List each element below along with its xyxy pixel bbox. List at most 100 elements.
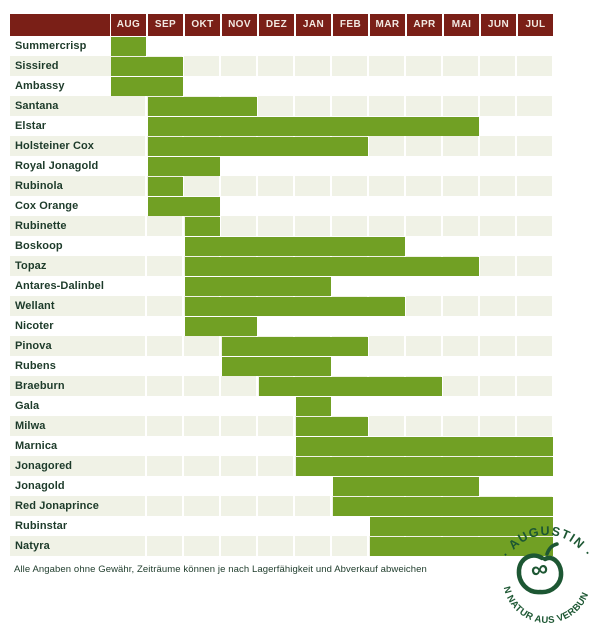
- table-row: Royal Jonagold: [10, 156, 554, 176]
- availability-bar: [148, 156, 220, 176]
- table-row: Sissired: [10, 56, 554, 76]
- table-row: Elstar: [10, 116, 554, 136]
- month-header: NOV: [222, 14, 257, 36]
- table-row: Holsteiner Cox: [10, 136, 554, 156]
- availability-bar: [185, 316, 257, 336]
- table-row: Pinova: [10, 336, 554, 356]
- availability-bar: [148, 176, 183, 196]
- month-gridlines: [110, 216, 554, 236]
- availability-bar: [185, 276, 331, 296]
- table-row: Marnica: [10, 436, 554, 456]
- variety-label: Rubinstar: [15, 520, 68, 532]
- table-row: Rubinstar: [10, 516, 554, 536]
- variety-label: Topaz: [15, 260, 47, 272]
- variety-label: Antares-Dalinbel: [15, 280, 105, 292]
- header-corner: [10, 14, 110, 36]
- variety-label: Milwa: [15, 420, 46, 432]
- table-row: Rubens: [10, 356, 554, 376]
- table-row: Jonagold: [10, 476, 554, 496]
- availability-bar: [111, 76, 183, 96]
- variety-label: Rubinola: [15, 180, 63, 192]
- availability-bar: [185, 296, 405, 316]
- variety-label: Red Jonaprince: [15, 500, 99, 512]
- availability-bar: [296, 396, 331, 416]
- table-row: Boskoop: [10, 236, 554, 256]
- availability-bar: [370, 516, 553, 536]
- variety-label: Elstar: [15, 120, 47, 132]
- month-header: JUL: [518, 14, 553, 36]
- augustin-logo: · AUGUSTIN · VON NATUR AUS VERBUNDEN ∞: [492, 524, 594, 626]
- availability-bar: [333, 496, 553, 516]
- table-row: Natyra: [10, 536, 554, 556]
- availability-bar: [222, 336, 368, 356]
- variety-label: Jonagored: [15, 460, 73, 472]
- month-header: APR: [407, 14, 442, 36]
- availability-bar: [148, 96, 257, 116]
- svg-text:∞: ∞: [528, 555, 550, 585]
- availability-bar: [370, 536, 553, 556]
- month-gridlines: [110, 56, 554, 76]
- variety-label: Rubens: [15, 360, 56, 372]
- availability-bar: [185, 256, 479, 276]
- variety-label: Wellant: [15, 300, 55, 312]
- month-header: DEZ: [259, 14, 294, 36]
- table-row: Wellant: [10, 296, 554, 316]
- availability-bar: [148, 196, 220, 216]
- table-row: Summercrisp: [10, 36, 554, 56]
- variety-label: Nicoter: [15, 320, 54, 332]
- variety-label: Cox Orange: [15, 200, 79, 212]
- table-row: Santana: [10, 96, 554, 116]
- disclaimer-text: Alle Angaben ohne Gewähr, Zeiträume könn…: [14, 564, 427, 575]
- availability-bar: [111, 56, 183, 76]
- month-header: OKT: [185, 14, 220, 36]
- variety-label: Rubinette: [15, 220, 67, 232]
- availability-bar: [333, 476, 479, 496]
- availability-bar: [296, 456, 553, 476]
- variety-label: Marnica: [15, 440, 58, 452]
- table-row: Topaz: [10, 256, 554, 276]
- month-header: SEP: [148, 14, 183, 36]
- variety-label: Sissired: [15, 60, 59, 72]
- availability-bar: [148, 136, 368, 156]
- month-header: FEB: [333, 14, 368, 36]
- month-header: JUN: [481, 14, 516, 36]
- availability-bar: [185, 216, 220, 236]
- table-row: Rubinette: [10, 216, 554, 236]
- variety-label: Ambassy: [15, 80, 65, 92]
- availability-bar: [296, 416, 368, 436]
- availability-bar: [296, 436, 553, 456]
- month-header-row: AUG SEP OKT NOV DEZ JAN FEB MAR APR MAI …: [10, 14, 554, 36]
- table-row: Ambassy: [10, 76, 554, 96]
- month-header: AUG: [111, 14, 146, 36]
- variety-label: Gala: [15, 400, 40, 412]
- variety-label: Holsteiner Cox: [15, 140, 95, 152]
- availability-bar: [259, 376, 442, 396]
- table-row: Nicoter: [10, 316, 554, 336]
- table-row: Jonagored: [10, 456, 554, 476]
- variety-label: Natyra: [15, 540, 50, 552]
- month-gridlines: [110, 176, 554, 196]
- apple-infinity-icon: ∞: [516, 542, 564, 595]
- table-row: Braeburn: [10, 376, 554, 396]
- variety-label: Royal Jonagold: [15, 160, 99, 172]
- variety-label: Jonagold: [15, 480, 65, 492]
- variety-label: Boskoop: [15, 240, 63, 252]
- availability-bar: [111, 36, 146, 56]
- availability-bar: [185, 236, 405, 256]
- table-row: Cox Orange: [10, 196, 554, 216]
- table-row: Antares-Dalinbel: [10, 276, 554, 296]
- table-row: Rubinola: [10, 176, 554, 196]
- apple-availability-chart: AUG SEP OKT NOV DEZ JAN FEB MAR APR MAI …: [10, 14, 554, 556]
- variety-label: Santana: [15, 100, 59, 112]
- variety-label: Pinova: [15, 340, 52, 352]
- month-header: MAR: [370, 14, 405, 36]
- table-row: Gala: [10, 396, 554, 416]
- availability-bar: [148, 116, 479, 136]
- availability-bar: [222, 356, 331, 376]
- table-row: Milwa: [10, 416, 554, 436]
- rows: Summercrisp Sissired Ambassy Santana Elstar H…: [10, 36, 554, 556]
- variety-label: Summercrisp: [15, 40, 87, 52]
- table-row: Red Jonaprince: [10, 496, 554, 516]
- variety-label: Braeburn: [15, 380, 65, 392]
- month-header: MAI: [444, 14, 479, 36]
